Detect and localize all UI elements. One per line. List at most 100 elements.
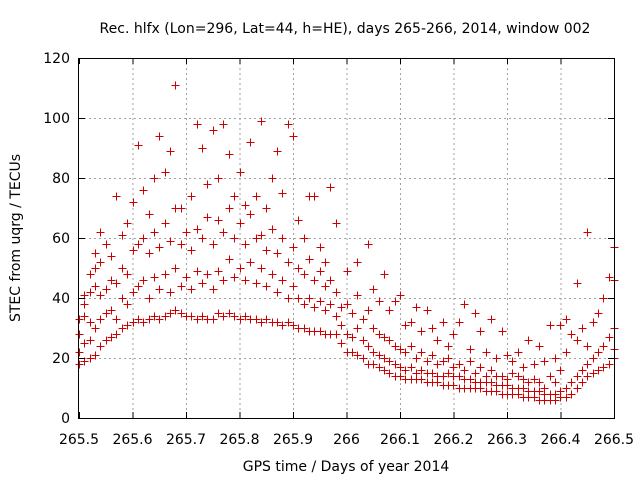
data-point bbox=[391, 297, 400, 306]
data-point bbox=[562, 348, 571, 357]
data-point bbox=[540, 357, 549, 366]
data-point bbox=[556, 321, 565, 330]
data-point bbox=[332, 330, 341, 339]
data-point bbox=[369, 285, 378, 294]
data-point bbox=[102, 240, 111, 249]
data-point bbox=[155, 315, 164, 324]
data-point bbox=[380, 270, 389, 279]
data-point bbox=[412, 369, 421, 378]
data-point bbox=[187, 285, 196, 294]
data-point bbox=[353, 351, 362, 360]
data-point bbox=[278, 321, 287, 330]
data-point bbox=[503, 375, 512, 384]
data-point bbox=[583, 360, 592, 369]
x-tick-label: 265.5 bbox=[59, 432, 99, 448]
data-point bbox=[139, 318, 148, 327]
data-point bbox=[385, 336, 394, 345]
data-point bbox=[578, 324, 587, 333]
data-point bbox=[112, 192, 121, 201]
data-point bbox=[594, 366, 603, 375]
data-point bbox=[359, 315, 368, 324]
data-point bbox=[102, 336, 111, 345]
data-point bbox=[605, 273, 614, 282]
data-point bbox=[182, 228, 191, 237]
data-point bbox=[316, 297, 325, 306]
data-point bbox=[246, 258, 255, 267]
data-point bbox=[492, 354, 501, 363]
data-point bbox=[134, 282, 143, 291]
data-point bbox=[300, 300, 309, 309]
data-point bbox=[241, 240, 250, 249]
data-point bbox=[423, 306, 432, 315]
data-point bbox=[225, 255, 234, 264]
data-point bbox=[96, 258, 105, 267]
data-point bbox=[556, 387, 565, 396]
data-point bbox=[364, 342, 373, 351]
data-point bbox=[316, 267, 325, 276]
x-tick-label: 265.7 bbox=[166, 432, 206, 448]
data-point bbox=[203, 270, 212, 279]
data-point bbox=[129, 288, 138, 297]
data-point bbox=[439, 357, 448, 366]
data-point bbox=[423, 357, 432, 366]
data-point bbox=[326, 276, 335, 285]
data-point bbox=[123, 300, 132, 309]
axis-tick-labels: 265.5 265.6 265.7 265.8 265.9 266 266.1 266.2 26… bbox=[43, 51, 634, 448]
data-point bbox=[359, 336, 368, 345]
data-point bbox=[514, 372, 523, 381]
data-point bbox=[428, 324, 437, 333]
data-point bbox=[278, 189, 287, 198]
data-point bbox=[348, 333, 357, 342]
data-point bbox=[337, 303, 346, 312]
data-point bbox=[284, 120, 293, 129]
data-point bbox=[112, 330, 121, 339]
data-point bbox=[407, 342, 416, 351]
data-point bbox=[530, 360, 539, 369]
data-point bbox=[262, 246, 271, 255]
data-point bbox=[230, 192, 239, 201]
data-point bbox=[401, 348, 410, 357]
data-point bbox=[214, 267, 223, 276]
data-point bbox=[551, 378, 560, 387]
data-point bbox=[316, 327, 325, 336]
data-point bbox=[91, 351, 100, 360]
data-point bbox=[96, 291, 105, 300]
data-point bbox=[455, 360, 464, 369]
data-point bbox=[278, 276, 287, 285]
data-point bbox=[246, 210, 255, 219]
data-point bbox=[129, 246, 138, 255]
data-point bbox=[284, 258, 293, 267]
data-point bbox=[444, 342, 453, 351]
data-point bbox=[310, 303, 319, 312]
y-tick-label: 80 bbox=[52, 171, 70, 187]
data-point bbox=[455, 318, 464, 327]
data-point bbox=[80, 312, 89, 321]
y-tick-label: 20 bbox=[52, 351, 70, 367]
data-point bbox=[96, 315, 105, 324]
data-point bbox=[86, 270, 95, 279]
data-point bbox=[123, 219, 132, 228]
data-point bbox=[375, 363, 384, 372]
data-point bbox=[567, 330, 576, 339]
data-point bbox=[198, 144, 207, 153]
data-point bbox=[145, 315, 154, 324]
data-point bbox=[471, 369, 480, 378]
data-point bbox=[594, 309, 603, 318]
data-point bbox=[225, 204, 234, 213]
data-point bbox=[107, 333, 116, 342]
data-point bbox=[460, 300, 469, 309]
x-tick-label: 266.1 bbox=[380, 432, 420, 448]
data-point bbox=[605, 360, 614, 369]
data-point bbox=[369, 348, 378, 357]
data-point bbox=[214, 174, 223, 183]
data-point bbox=[219, 312, 228, 321]
data-point bbox=[91, 324, 100, 333]
data-point bbox=[139, 234, 148, 243]
data-point bbox=[530, 375, 539, 384]
data-point bbox=[455, 372, 464, 381]
data-point bbox=[567, 378, 576, 387]
data-point bbox=[294, 264, 303, 273]
data-point bbox=[112, 315, 121, 324]
data-point bbox=[353, 258, 362, 267]
